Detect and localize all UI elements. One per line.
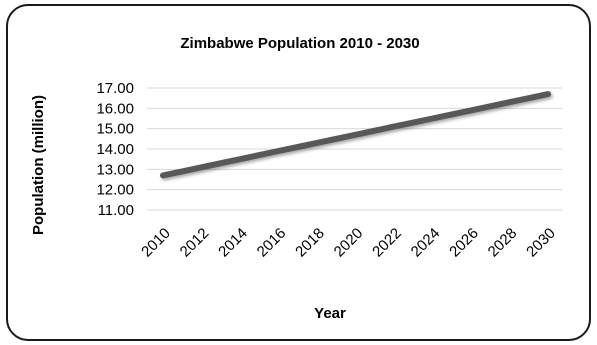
chart-title: Zimbabwe Population 2010 - 2030 xyxy=(180,35,419,52)
x-tick-label: 2014 xyxy=(215,225,251,261)
x-tick-label: 2016 xyxy=(254,225,290,261)
y-tick-label: 13.00 xyxy=(96,161,134,178)
x-tick-label: 2020 xyxy=(331,225,367,261)
x-axis-ticks: 2010 2012 2014 2016 2018 2020 2022 2024 2026 2028… xyxy=(138,225,559,261)
y-tick-label: 17.00 xyxy=(96,80,134,97)
x-tick-label: 2018 xyxy=(292,225,328,261)
x-tick-label: 2026 xyxy=(446,225,482,261)
y-tick-label: 11.00 xyxy=(98,202,134,219)
x-tick-label: 2012 xyxy=(177,225,213,261)
x-tick-label: 2028 xyxy=(485,225,521,261)
y-tick-label: 15.00 xyxy=(96,121,134,138)
x-tick-label: 2022 xyxy=(369,225,405,261)
y-tick-label: 16.00 xyxy=(96,100,134,117)
x-tick-label: 2030 xyxy=(523,225,559,261)
x-tick-label: 2024 xyxy=(408,225,444,261)
y-tick-label: 14.00 xyxy=(96,141,134,158)
y-axis-label: Population (million) xyxy=(30,95,47,235)
series-line-0 xyxy=(160,91,551,179)
y-tick-label: 12.00 xyxy=(96,182,134,199)
y-axis-ticks: 11.00 12.00 13.00 14.00 15.00 16.00 17.00 xyxy=(96,80,134,219)
x-tick-label: 2010 xyxy=(138,225,174,261)
chart-frame xyxy=(6,4,591,341)
x-axis-label: Year xyxy=(314,305,346,322)
series-group xyxy=(160,91,551,179)
